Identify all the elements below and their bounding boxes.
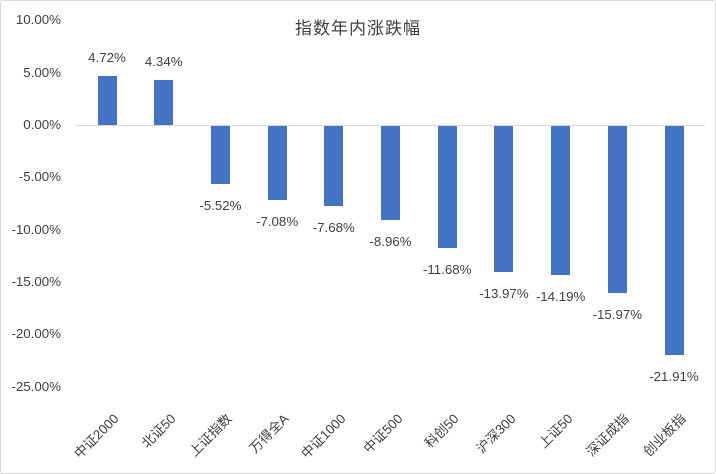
bar-沪深300 [494, 126, 514, 273]
y-axis-tick-label: -25.00% [11, 378, 61, 394]
data-label: 4.34% [144, 53, 183, 69]
data-label: -21.91% [649, 369, 699, 385]
bar-万得全A [267, 126, 287, 201]
data-label: -7.68% [312, 220, 355, 236]
bar-上证50 [551, 126, 571, 275]
data-label: -11.68% [422, 262, 472, 278]
bar-北证50 [154, 79, 174, 125]
y-axis-tick-label: 0.00% [23, 117, 61, 132]
data-label: -13.97% [479, 286, 529, 302]
bar-科创50 [437, 126, 457, 249]
y-axis-tick-label: 10.00% [15, 12, 61, 28]
data-label: -14.19% [535, 288, 586, 304]
y-axis-tick-label: 5.00% [23, 64, 61, 80]
chart-title: 指数年内涨跌幅 [295, 19, 421, 38]
y-axis-tick-label: -15.00% [11, 274, 61, 290]
y-axis-tick-label: -5.00% [18, 169, 61, 185]
bar-中证2000 [97, 75, 117, 125]
data-label: 4.72% [88, 49, 126, 65]
bar-创业板指 [664, 126, 684, 356]
data-label: -7.08% [256, 214, 299, 230]
data-label: -5.52% [199, 197, 242, 213]
bar-中证500 [381, 126, 400, 220]
bar-中证1000 [324, 126, 344, 207]
y-axis-tick-label: -10.00% [11, 221, 61, 237]
bar-深证成指 [607, 126, 627, 294]
bar-上证指数 [210, 126, 230, 184]
y-axis-tick-label: -20.00% [11, 326, 61, 342]
zero-gridline [76, 125, 705, 126]
data-label: -8.96% [369, 233, 412, 249]
data-label: -15.97% [592, 307, 643, 323]
x-axis-category-label: 中证2000 [71, 411, 122, 462]
